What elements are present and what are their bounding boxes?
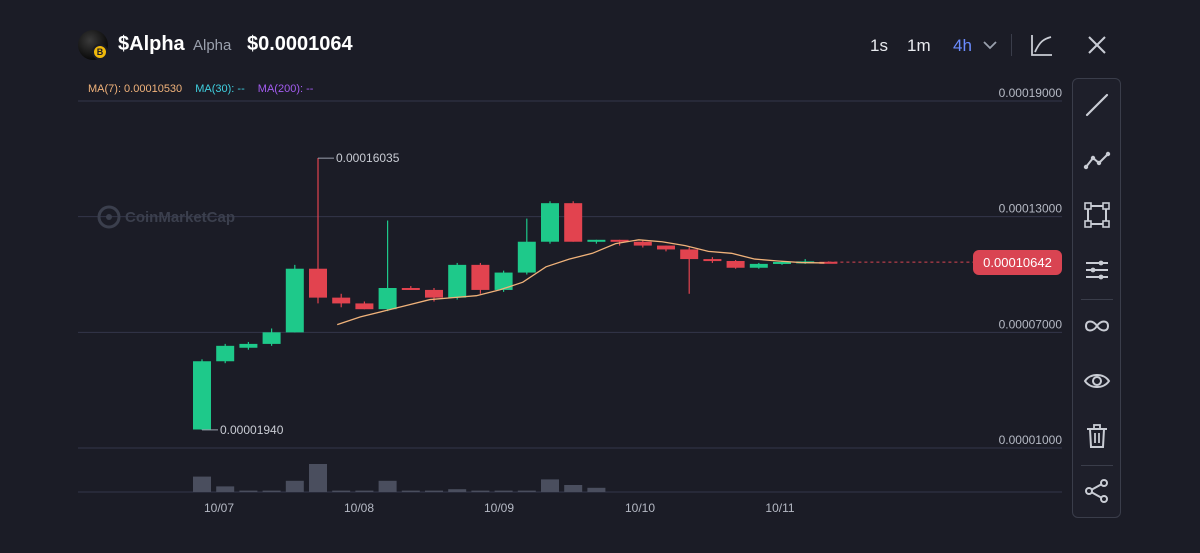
x-axis-labels: 10/07 10/08 10/09 10/10 10/11 (204, 501, 795, 515)
x-tick-label: 10/07 (204, 501, 234, 515)
volume-bar (193, 476, 211, 492)
y-axis-labels: 0.00019000 0.00013000 0.00007000 0.00001000 (999, 86, 1063, 447)
chevron-down-icon[interactable] (982, 38, 998, 56)
timeframe-1s[interactable]: 1s (870, 36, 888, 55)
eye-icon[interactable] (1083, 367, 1111, 395)
candle-body (425, 289, 443, 298)
candle-body (378, 287, 397, 310)
chain-badge-icon: B (92, 44, 108, 60)
y-tick-label: 0.00001000 (999, 433, 1063, 447)
indicator-chart-icon[interactable] (1030, 33, 1054, 62)
volume-bar (285, 480, 304, 492)
watermark-text: CoinMarketCap (125, 209, 235, 226)
volume-bar (378, 480, 397, 492)
token-price: $0.0001064 (247, 33, 353, 55)
token-name: Alpha (193, 37, 232, 54)
volume-bar (494, 490, 513, 492)
candle-body (262, 332, 281, 344)
candle-body (633, 241, 652, 246)
candle-body (587, 239, 606, 242)
volume-bar (401, 490, 420, 492)
volume-bar (309, 464, 327, 492)
header: B $Alpha Alpha $0.0001064 1s 1m 4h (0, 0, 1200, 90)
volume-bar (332, 490, 351, 492)
close-icon[interactable] (1086, 34, 1108, 61)
price-annotations: 0.00016035 0.00001940 (202, 151, 400, 437)
volume-bar (587, 487, 606, 492)
volume-bar (448, 489, 467, 492)
candle-body (773, 261, 791, 264)
volume-bar (216, 486, 235, 492)
x-tick-label: 10/10 (625, 501, 655, 515)
volume-bar (541, 479, 559, 492)
candle-body (448, 264, 467, 298)
ma7-label: MA(7): 0.00010530 (88, 83, 183, 95)
y-tick-label: 0.00007000 (999, 317, 1063, 331)
volume-bar (239, 490, 258, 492)
last-price-tag: 0.00010642 (973, 250, 1062, 275)
watermark: CoinMarketCap (97, 205, 235, 229)
volume-bar (262, 490, 281, 492)
timeframe-4h[interactable]: 4h (953, 36, 972, 55)
candle-body (517, 241, 536, 273)
ma200-label: MA(200): -- (257, 83, 314, 95)
annotation-label: 0.00016035 (336, 151, 400, 165)
candle-body (564, 203, 583, 242)
candle-body (494, 272, 513, 290)
ma7-line (336, 239, 825, 326)
x-tick-label: 10/09 (484, 501, 514, 515)
toolbar-divider (1081, 299, 1113, 300)
candle-body (193, 361, 211, 430)
candle-body (401, 287, 420, 290)
trash-icon[interactable] (1083, 422, 1111, 450)
drawing-toolbar (1072, 78, 1121, 518)
volume-bar (471, 490, 490, 492)
candle-body (309, 268, 327, 298)
candle-body (216, 345, 235, 362)
infinity-icon[interactable] (1083, 312, 1111, 340)
timeframe-1m[interactable]: 1m (907, 36, 931, 55)
header-divider (1011, 34, 1012, 56)
line-tool-icon[interactable] (1083, 91, 1111, 119)
candle-body (610, 239, 629, 242)
volume-bar (355, 490, 374, 492)
volume-bar (564, 485, 583, 492)
candle-body (680, 249, 699, 260)
toolbar-divider (1081, 465, 1113, 466)
candle-body (703, 259, 722, 262)
candle-body (541, 203, 559, 242)
candle-body (726, 261, 745, 268)
candle-body (657, 245, 675, 250)
polyline-tool-icon[interactable] (1083, 146, 1111, 174)
x-tick-label: 10/08 (344, 501, 374, 515)
parallel-lines-tool-icon[interactable] (1083, 256, 1111, 284)
candle-body (285, 268, 304, 333)
token-symbol: $Alpha (118, 33, 185, 55)
rectangle-tool-icon[interactable] (1083, 201, 1111, 229)
candle-body (749, 263, 768, 268)
candles (193, 158, 838, 430)
candle-body (239, 343, 258, 348)
volume-bar (517, 490, 536, 492)
y-tick-label: 0.00019000 (999, 86, 1063, 100)
candle-body (819, 261, 838, 264)
annotation-label: 0.00001940 (220, 423, 284, 437)
volume-bars (193, 464, 606, 492)
ma-legend: MA(7): 0.00010530 MA(30): -- MA(200): -- (88, 83, 323, 95)
candle-body (332, 297, 351, 304)
share-icon[interactable] (1083, 477, 1111, 505)
volume-bar (425, 490, 443, 492)
y-tick-label: 0.00013000 (999, 202, 1063, 216)
ma30-label: MA(30): -- (195, 83, 245, 95)
x-tick-label: 10/11 (765, 501, 794, 515)
candle-body (355, 303, 374, 310)
candlestick-chart[interactable]: CoinMarketCap 0.00019000 0.00013000 0.0000… (0, 0, 1070, 553)
candle-body (471, 264, 490, 290)
